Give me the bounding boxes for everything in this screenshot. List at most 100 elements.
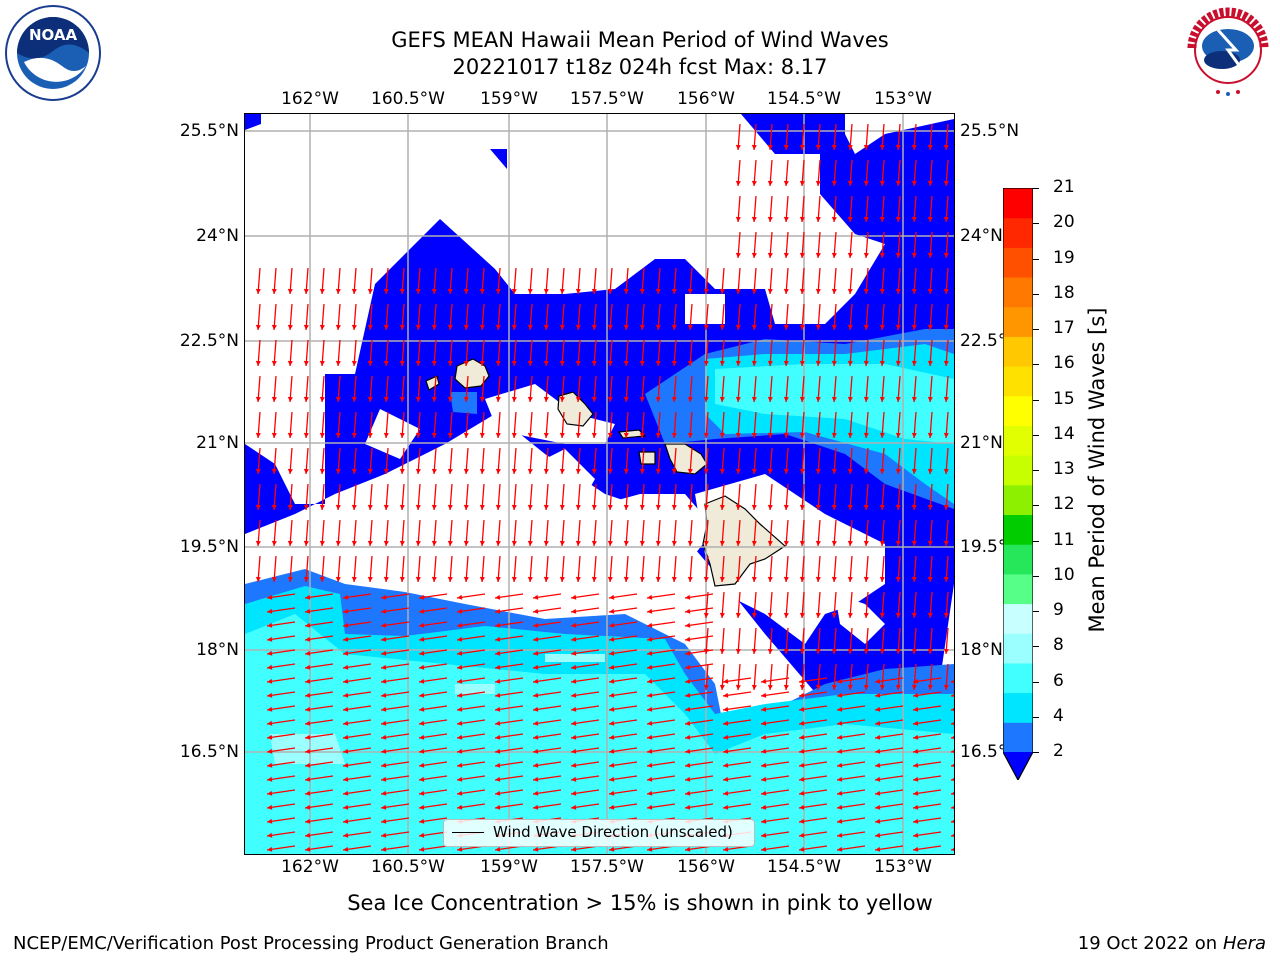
colorbar-tick-mark — [1033, 188, 1039, 189]
wave-direction-arrowhead — [381, 664, 387, 670]
wave-direction-arrowhead — [895, 216, 901, 222]
wave-direction-arrowhead — [335, 576, 341, 582]
wave-direction-arrowhead — [783, 360, 789, 366]
wave-direction-arrowhead — [639, 324, 645, 330]
wave-direction-arrowhead — [837, 720, 843, 726]
wave-direction-arrowhead — [875, 748, 881, 754]
wave-direction-arrowhead — [305, 720, 311, 726]
wave-direction-arrowhead — [951, 763, 954, 768]
wave-direction-arrowhead — [951, 707, 954, 712]
chart-title: GEFS MEAN Hawaii Mean Period of Wind Wav… — [391, 28, 889, 52]
wave-direction-arrowhead — [943, 180, 949, 186]
wave-direction-arrowhead — [527, 432, 533, 438]
caption: Sea Ice Concentration > 15% is shown in … — [347, 891, 933, 915]
wave-direction-arrowhead — [267, 832, 273, 838]
wave-direction-arrowhead — [511, 288, 517, 294]
wave-direction-arrowhead — [703, 684, 709, 690]
wave-direction-arrowhead — [319, 360, 325, 366]
wave-direction-arrowhead — [687, 396, 693, 402]
wave-direction-arrowhead — [287, 324, 293, 330]
wave-direction-arrowhead — [381, 622, 387, 628]
wave-direction-arrowhead — [863, 468, 869, 474]
wave-direction-arrowhead — [571, 846, 577, 852]
wave-direction-arrowhead — [495, 678, 501, 684]
wave-direction-arrowhead — [735, 612, 741, 618]
wave-direction-arrowhead — [685, 706, 691, 712]
wave-direction-arrowhead — [639, 576, 645, 582]
wave-direction-arrowhead — [647, 692, 653, 698]
wave-direction-arrowhead — [879, 504, 885, 510]
wave-direction-arrowhead — [419, 734, 425, 740]
legend: Wind Wave Direction (unscaled) — [443, 819, 755, 847]
wave-direction-arrowhead — [767, 180, 773, 186]
wave-direction-arrowhead — [837, 678, 843, 684]
wave-direction-arrowhead — [799, 432, 805, 438]
wave-direction-arrowhead — [571, 776, 577, 782]
lon-tick-bottom: 153°W — [874, 857, 932, 877]
wave-direction-arrowhead — [367, 432, 373, 438]
wave-direction-arrowhead — [335, 396, 341, 402]
noaa-logo: NOAA — [4, 4, 102, 106]
colorbar-tick-mark — [1033, 575, 1039, 577]
wave-direction-arrowhead — [609, 762, 615, 768]
colorbar-tick-mark — [1033, 505, 1039, 507]
wave-direction-arrowhead — [815, 648, 821, 654]
wave-direction-arrowhead — [607, 360, 613, 366]
wave-direction-arrowhead — [271, 432, 277, 438]
wave-direction-arrowhead — [571, 804, 577, 810]
wave-direction-arrowhead — [831, 648, 837, 654]
wave-direction-arrowhead — [271, 468, 277, 474]
wave-direction-arrowhead — [319, 540, 325, 546]
wave-direction-arrowhead — [895, 612, 901, 618]
wave-direction-arrowhead — [767, 252, 773, 258]
footer-machine: Hera — [1222, 933, 1266, 954]
wave-direction-arrowhead — [533, 608, 539, 614]
wave-direction-arrowhead — [381, 636, 387, 642]
wave-direction-arrowhead — [913, 776, 919, 782]
wave-direction-arrowhead — [533, 748, 539, 754]
lat-tick-left: 25.5°N — [179, 121, 239, 141]
wave-direction-arrowhead — [719, 324, 725, 330]
wave-direction-arrowhead — [609, 664, 615, 670]
wave-direction-arrowhead — [639, 432, 645, 438]
wave-direction-arrowhead — [783, 396, 789, 402]
wave-direction-arrowhead — [335, 360, 341, 366]
wave-direction-arrowhead — [913, 734, 919, 740]
wave-direction-arrowhead — [287, 432, 293, 438]
wave-direction-arrowhead — [575, 576, 581, 582]
wave-direction-arrowhead — [381, 734, 387, 740]
footer-left: NCEP/EMC/Verification Post Processing Pr… — [13, 933, 609, 954]
wave-direction-arrowhead — [655, 432, 661, 438]
wave-direction-arrowhead — [815, 468, 821, 474]
wave-direction-arrowhead — [719, 360, 725, 366]
wave-direction-arrowhead — [911, 468, 917, 474]
wave-direction-arrowhead — [723, 678, 729, 684]
wave-direction-arrowhead — [875, 678, 881, 684]
wave-direction-arrowhead — [287, 360, 293, 366]
wave-direction-arrowhead — [351, 576, 357, 582]
wave-direction-arrowhead — [687, 360, 693, 366]
wave-direction-arrowhead — [305, 762, 311, 768]
wave-direction-arrowhead — [415, 540, 421, 546]
wave-direction-arrowhead — [943, 432, 949, 438]
wave-direction-arrowhead — [783, 576, 789, 582]
wave-direction-arrowhead — [927, 324, 933, 330]
colorbar-tick-label: 17 — [1053, 318, 1075, 338]
wave-direction-arrowhead — [943, 144, 949, 150]
wave-direction-arrowhead — [255, 288, 261, 294]
wave-direction-arrowhead — [799, 790, 805, 796]
wave-direction-arrowhead — [767, 468, 773, 474]
wave-direction-arrowhead — [383, 324, 389, 330]
wave-direction-arrowhead — [767, 612, 773, 618]
wave-direction-arrowhead — [911, 648, 917, 654]
colorbar-swatches — [1002, 187, 1034, 782]
wave-direction-arrowhead — [751, 360, 757, 366]
wave-direction-arrowhead — [895, 180, 901, 186]
wave-direction-arrowhead — [647, 720, 653, 726]
wave-direction-arrowhead — [495, 804, 501, 810]
wave-direction-arrowhead — [343, 804, 349, 810]
wave-direction-arrowhead — [527, 288, 533, 294]
wave-direction-arrowhead — [255, 468, 261, 474]
wave-direction-arrowhead — [607, 396, 613, 402]
wave-direction-arrowhead — [419, 664, 425, 670]
